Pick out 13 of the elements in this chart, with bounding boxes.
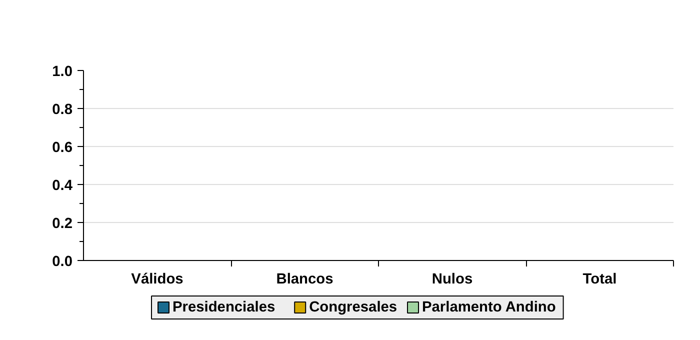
y-tick-label: 1.0 xyxy=(52,64,72,80)
y-tick-label: 0.6 xyxy=(52,140,72,156)
x-tick-label: Nulos xyxy=(432,272,473,288)
x-tick-label: Válidos xyxy=(131,272,184,288)
y-tick-label: 0.8 xyxy=(52,102,72,118)
x-tick-label: Total xyxy=(582,272,617,288)
y-tick-label: 0.2 xyxy=(52,216,72,232)
legend-label: Parlamento Andino xyxy=(422,300,556,316)
y-tick-label: 0.0 xyxy=(52,254,72,270)
legend-label: Presidenciales xyxy=(172,300,276,316)
y-tick-label: 0.4 xyxy=(52,178,74,194)
x-tick-label: Blancos xyxy=(276,272,334,288)
legend-label: Congresales xyxy=(309,300,398,316)
